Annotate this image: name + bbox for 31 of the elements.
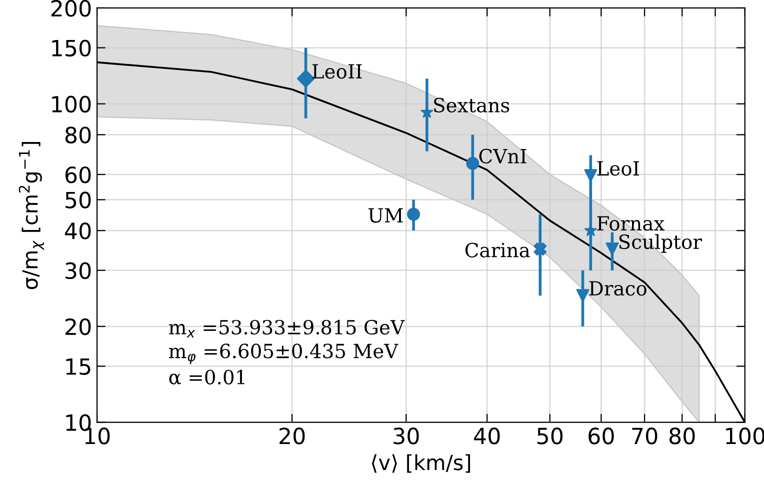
y-tick-label: 50 [66,192,91,208]
annotation: Sculptor [619,234,702,253]
annotation: m$_{φ}$ =6.605±0.435 MeV [168,344,398,364]
y-tick-label: 100 [52,96,91,113]
x-tick-label: 50 [537,428,563,444]
y-tick-label: 30 [66,262,91,280]
annotation: Fornax [597,216,664,231]
annotation: CVnI [479,148,526,164]
y-axis-title: σ/m$_{χ}$ [cm$^{2}$g$^{−1}$] [18,142,44,290]
annotation: LeoII [312,64,362,79]
y-tick-label: 80 [65,126,91,144]
x-tick-label: 40 [474,428,500,444]
x-axis-title: ⟨v⟩ [km/s] [372,454,470,473]
y-tick-label: 20 [66,318,91,336]
y-tick-label: 40 [64,222,91,240]
annotation: α =0.01 [169,370,244,384]
y-tick-label: 200 [51,0,91,17]
x-tick-label: 70 [632,428,658,444]
y-tick-label: 150 [52,40,91,57]
annotation: Sextans [434,98,510,112]
x-tick-label: 30 [394,428,419,444]
annotation: Carina [465,242,530,258]
x-tick-label: 60 [588,428,614,444]
annotation: UM [368,208,403,223]
annotation: LeoI [597,161,639,176]
x-tick-label: 80 [669,428,695,444]
annotation: Draco [589,281,646,296]
y-tick-label: 60 [65,166,91,184]
y-tick-label: 15 [66,358,90,375]
annotation: m$_{x}$ =53.933±9.815 GeV [168,320,405,338]
x-tick-label: 20 [280,428,305,444]
